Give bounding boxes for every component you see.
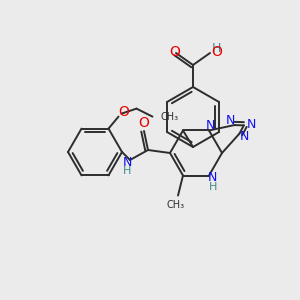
Text: N: N [205,119,215,132]
Text: H: H [212,41,221,55]
Text: H: H [123,166,131,176]
Text: H: H [209,182,217,191]
Text: CH₃: CH₃ [160,112,178,122]
Text: N: N [247,118,256,131]
Text: O: O [118,105,129,118]
Text: N: N [122,157,132,169]
Text: CH₃: CH₃ [167,200,185,209]
Text: O: O [211,45,222,59]
Text: O: O [169,45,180,59]
Text: N: N [226,114,235,127]
Text: O: O [139,116,149,130]
Text: N: N [240,130,249,143]
Text: N: N [207,171,217,184]
